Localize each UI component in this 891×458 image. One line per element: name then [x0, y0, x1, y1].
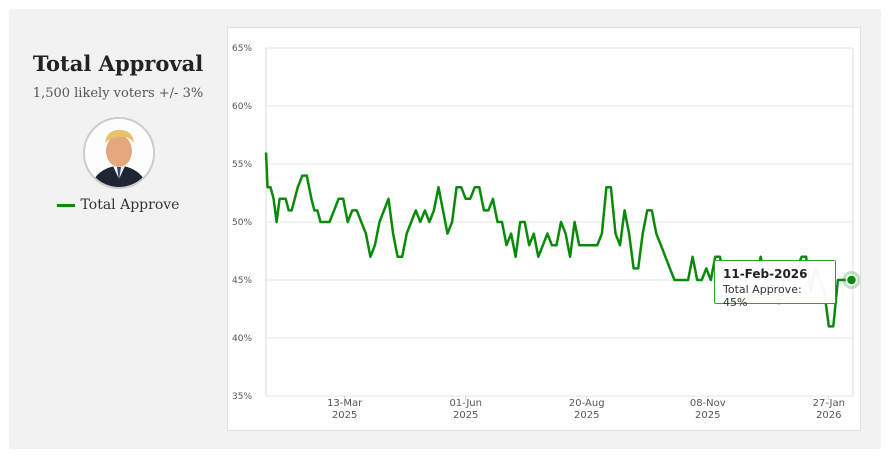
- x-tick-year: 2025: [332, 410, 357, 421]
- tooltip: 11-Feb-2026 Total Approve: 45%: [714, 260, 836, 309]
- y-tick-label: 60%: [232, 102, 252, 112]
- y-tick-label: 35%: [232, 392, 252, 402]
- chart-area: 65% 60% 55% 50% 45% 40% 35% 13-Mar 2025 01-Jun 202…: [227, 27, 861, 431]
- y-tick-label: 55%: [232, 160, 252, 170]
- legend-swatch: [56, 203, 75, 207]
- tooltip-date: 11-Feb-2026: [723, 267, 808, 281]
- avatar: [83, 117, 155, 189]
- x-tick-year: 2026: [816, 410, 841, 421]
- x-tick-year: 2025: [574, 410, 599, 421]
- y-tick-label: 40%: [232, 334, 252, 344]
- legend-label: Total Approve: [80, 197, 180, 213]
- panel-title: Total Approval: [32, 51, 204, 76]
- tooltip-value: Total Approve: 45%: [723, 283, 802, 309]
- approval-chart: 65%60%55%50%45%40%35%13-Mar202501-Jun202…: [232, 44, 861, 421]
- y-tick-label: 50%: [232, 218, 252, 228]
- x-tick-label: 27-Jan: [813, 398, 845, 409]
- info-panel: Total Approval 1,500 likely voters +/- 3…: [9, 9, 227, 449]
- data-point-marker: [845, 274, 858, 286]
- x-tick-label: 20-Aug: [569, 398, 605, 409]
- x-tick-label: 13-Mar: [327, 398, 363, 409]
- portrait-image: [85, 119, 153, 187]
- x-tick-label: 08-Nov: [690, 398, 726, 409]
- panel-subtitle: 1,500 likely voters +/- 3%: [32, 86, 204, 101]
- card: Total Approval 1,500 likely voters +/- 3…: [9, 9, 881, 449]
- y-tick-label: 65%: [232, 44, 252, 54]
- x-tick-label: 01-Jun: [449, 398, 482, 409]
- y-tick-label: 45%: [232, 276, 252, 286]
- x-tick-year: 2025: [453, 410, 478, 421]
- legend: Total Approve: [9, 197, 227, 213]
- x-tick-year: 2025: [695, 410, 720, 421]
